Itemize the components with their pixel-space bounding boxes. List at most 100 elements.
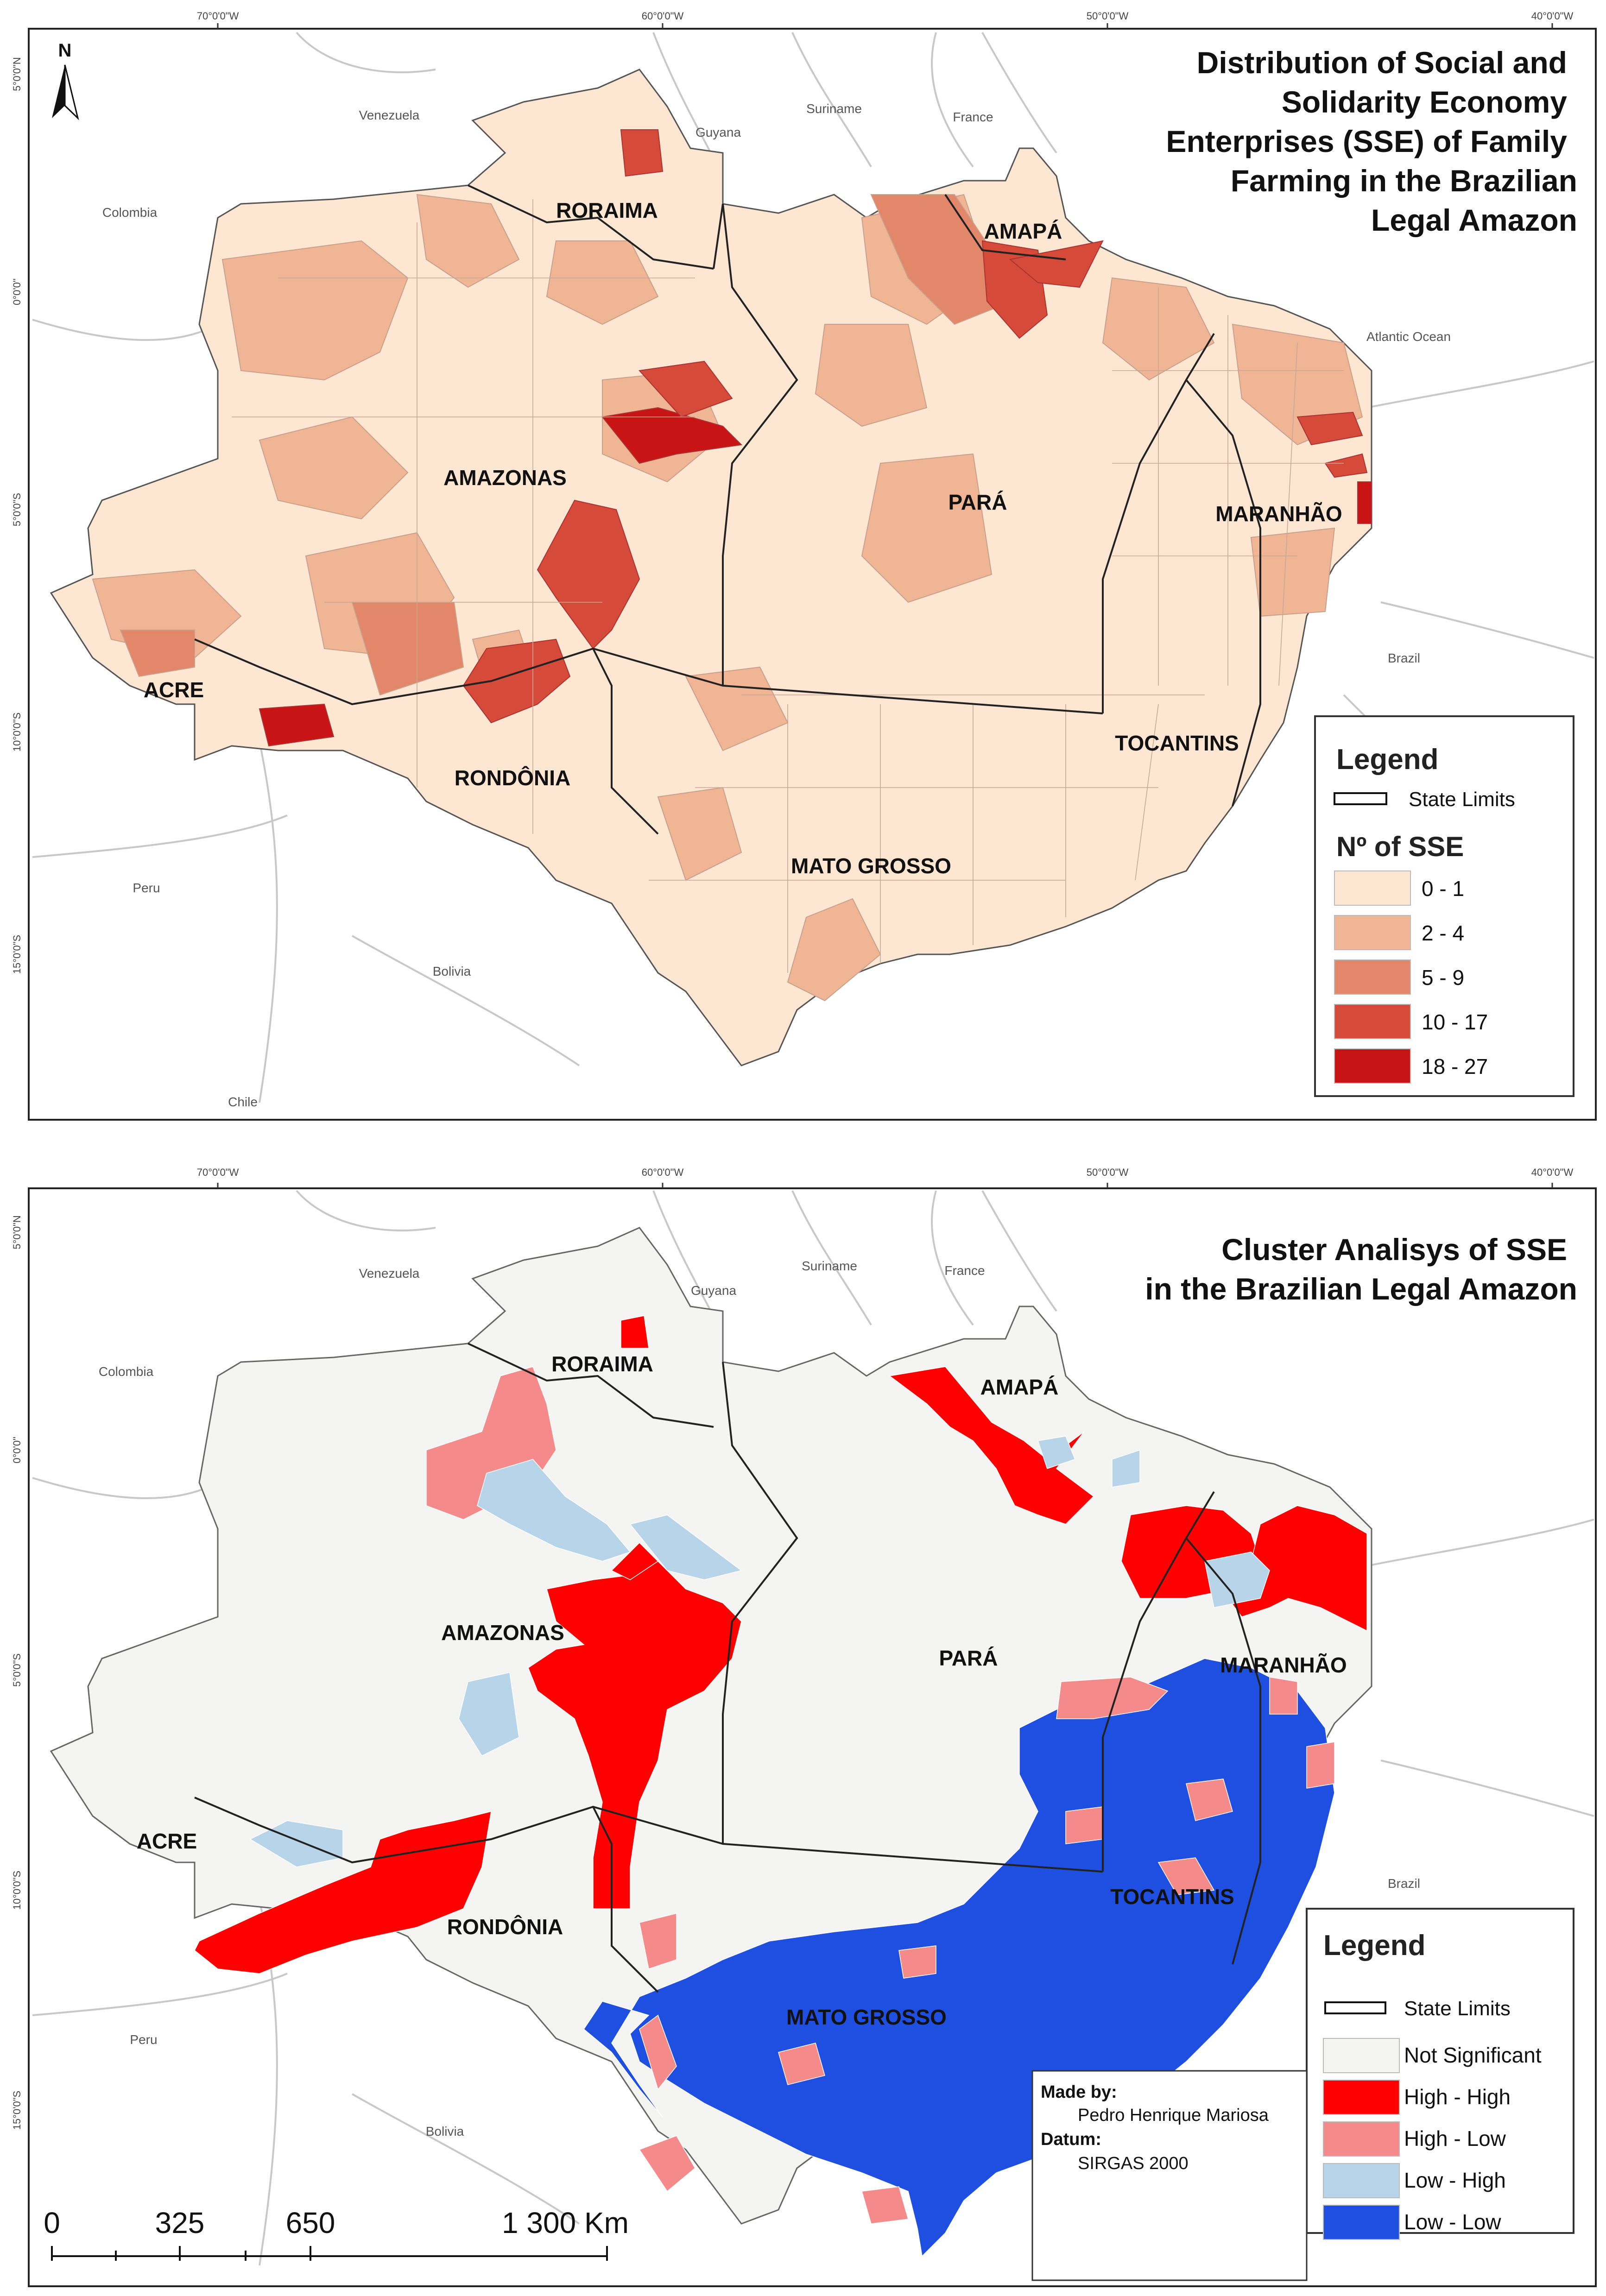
map2-state-rondonia: RONDÔNIA [447, 1915, 563, 1939]
map1-title-line-5: Legal Amazon [1371, 203, 1577, 237]
map2-title-line-2: in the Brazilian Legal Amazon [1145, 1272, 1577, 1306]
map1-legend-state-limits-label: State Limits [1409, 788, 1515, 811]
map-panel-cluster-analysis: 70°0'0"W 60°0'0"W 50°0'0"W 40°0'0"W 5°0'… [0, 1144, 1606, 2294]
map1-state-maranhao: MARANHÃO [1215, 502, 1342, 526]
map1-legend-label-2-4: 2 - 4 [1422, 921, 1464, 945]
map2-legend-label-not-significant: Not Significant [1404, 2043, 1542, 2067]
map2-state-tocantins: TOCANTINS [1110, 1885, 1234, 1909]
scale-label-1300: 1 300 Km [502, 2206, 629, 2239]
map1-tick-10s: 10°0'0"S [11, 713, 23, 751]
map1-country-venezuela: Venezuela [359, 108, 420, 122]
map2-title-line-1: Cluster Analisys of SSE [1221, 1232, 1567, 1267]
map1-tick-15s: 15°0'0"S [11, 935, 23, 974]
map2-tick-70w: 70°0'0"W [197, 1167, 239, 1178]
scale-label-650: 650 [286, 2206, 335, 2239]
map2-country-venezuela: Venezuela [359, 1266, 420, 1280]
map2-state-para: PARÁ [939, 1646, 998, 1670]
map1-state-acre: ACRE [144, 678, 204, 702]
map1-legend-state-limits-swatch [1334, 792, 1387, 805]
map1-legend-label-5-9: 5 - 9 [1422, 965, 1464, 990]
map2-country-borders [32, 1190, 1594, 2266]
map2-legend-state-limits-label: State Limits [1404, 1997, 1511, 2020]
map2-state-amazonas: AMAZONAS [441, 1621, 564, 1645]
map2-legend-label-high-high: High - High [1404, 2085, 1511, 2109]
map2-legend-swatch-not-significant [1323, 2038, 1400, 2073]
map1-tick-50w: 50°0'0"W [1087, 10, 1129, 22]
map2-legend: Legend State Limits Not Significant High… [1306, 1908, 1574, 2240]
map2-tick-5n: 5°0'0"N [11, 1215, 23, 1249]
cluster-analysis-map: 70°0'0"W 60°0'0"W 50°0'0"W 40°0'0"W 5°0'… [11, 1167, 1597, 2287]
map1-state-amapa: AMAPÁ [984, 219, 1062, 243]
map2-legend-swatch-low-high [1323, 2163, 1400, 2198]
map1-legend: Legend State Limits Nº of SSE 0 - 1 2 - … [1314, 715, 1574, 1097]
map1-title-line-2: Solidarity Economy [1282, 85, 1567, 119]
map1-legend-swatch-18-27 [1334, 1048, 1411, 1084]
map1-country-guyana: Guyana [696, 125, 741, 139]
map1-tick-5n: 5°0'0"N [11, 57, 23, 91]
map1-tick-60w: 60°0'0"W [642, 10, 684, 22]
map1-legend-swatch-0-1 [1334, 870, 1411, 906]
map2-country-guyana: Guyana [691, 1283, 736, 1298]
map1-top-tick-marks [217, 23, 1553, 29]
map1-legal-amazon-region [50, 69, 1372, 1066]
map2-state-amapa: AMAPÁ [980, 1375, 1059, 1399]
map1-legend-swatch-2-4 [1334, 915, 1411, 950]
map2-state-mato-grosso: MATO GROSSO [786, 2005, 947, 2029]
map2-top-tick-marks [217, 1183, 1553, 1188]
map1-country-peru: Peru [133, 881, 160, 895]
map1-state-rondonia: RONDÔNIA [455, 766, 570, 790]
map2-legend-swatch-high-low [1323, 2121, 1400, 2157]
map1-state-mato-grosso: MATO GROSSO [791, 854, 951, 878]
map1-state-para: PARÁ [948, 490, 1007, 514]
map1-legend-swatch-10-17 [1334, 1004, 1411, 1039]
map1-country-suriname: Suriname [806, 101, 862, 116]
map2-tick-50w: 50°0'0"W [1087, 1167, 1129, 1178]
map-panel-sse-distribution: 70°0'0"W 60°0'0"W 50°0'0"W 40°0'0"W 5°0'… [0, 0, 1606, 1126]
map2-legend-label-low-high: Low - High [1404, 2168, 1506, 2192]
credits-made-by-label: Made by: [1041, 2082, 1117, 2102]
north-arrow-icon: N [52, 40, 79, 120]
map2-state-limits [194, 1343, 1261, 1993]
scale-label-325: 325 [155, 2206, 205, 2239]
map2-state-roraima: RORAIMA [551, 1352, 653, 1376]
map2-tick-0: 0°0'0" [11, 1437, 23, 1463]
north-arrow-label: N [58, 40, 72, 61]
map1-legend-class-title: Nº of SSE [1336, 831, 1464, 862]
map2-legend-swatch-high-high [1323, 2080, 1400, 2115]
map1-title-line-3: Enterprises (SSE) of Family [1166, 124, 1567, 158]
map1-country-colombia: Colombia [102, 205, 158, 220]
map1-tick-0: 0°0'0" [11, 278, 23, 305]
map2-tick-15s: 15°0'0"S [11, 2091, 23, 2130]
map2-tick-40w: 40°0'0"W [1531, 1167, 1574, 1178]
map1-state-amazonas: AMAZONAS [443, 466, 567, 490]
map2-state-maranhao: MARANHÃO [1220, 1653, 1347, 1677]
sse-distribution-map: 70°0'0"W 60°0'0"W 50°0'0"W 40°0'0"W 5°0'… [11, 10, 1597, 1121]
map2-legend-title: Legend [1323, 1930, 1425, 1962]
map2-country-peru: Peru [130, 2032, 157, 2047]
map1-tick-40w: 40°0'0"W [1531, 10, 1574, 22]
map2-legend-state-limits-swatch [1324, 2001, 1386, 2014]
map2-country-colombia: Colombia [99, 1364, 154, 1379]
credits-datum: SIRGAS 2000 [1078, 2154, 1189, 2173]
credits-made-by: Pedro Henrique Mariosa [1078, 2106, 1269, 2125]
map2-legend-swatch-low-low [1323, 2205, 1400, 2240]
map2-country-brazil: Brazil [1388, 1876, 1420, 1891]
map1-legend-label-18-27: 18 - 27 [1422, 1054, 1488, 1079]
map1-country-france: France [953, 110, 993, 124]
map1-state-roraima: RORAIMA [556, 198, 658, 222]
map1-title-line-1: Distribution of Social and [1197, 45, 1567, 80]
map2-country-suriname: Suriname [802, 1259, 857, 1273]
map1-legend-swatch-5-9 [1334, 959, 1411, 995]
map1-country-bolivia: Bolivia [433, 964, 471, 978]
map2-scale-bar: 0 325 650 1 300 Km [44, 2206, 629, 2261]
map2-country-bolivia: Bolivia [426, 2124, 464, 2138]
map1-country-chile: Chile [228, 1095, 258, 1109]
map2-title: Cluster Analisys of SSE in the Brazilian… [1145, 1232, 1577, 1306]
map1-tick-70w: 70°0'0"W [197, 10, 239, 22]
map1-state-tocantins: TOCANTINS [1115, 731, 1239, 755]
map2-legend-label-high-low: High - Low [1404, 2126, 1506, 2151]
map2-legend-label-low-low: Low - Low [1404, 2210, 1501, 2234]
map2-state-acre: ACRE [137, 1829, 197, 1853]
map2-tick-10s: 10°0'0"S [11, 1871, 23, 1910]
map2-credits-box: Made by: Pedro Henrique Mariosa Datum: S… [1031, 2070, 1308, 2281]
